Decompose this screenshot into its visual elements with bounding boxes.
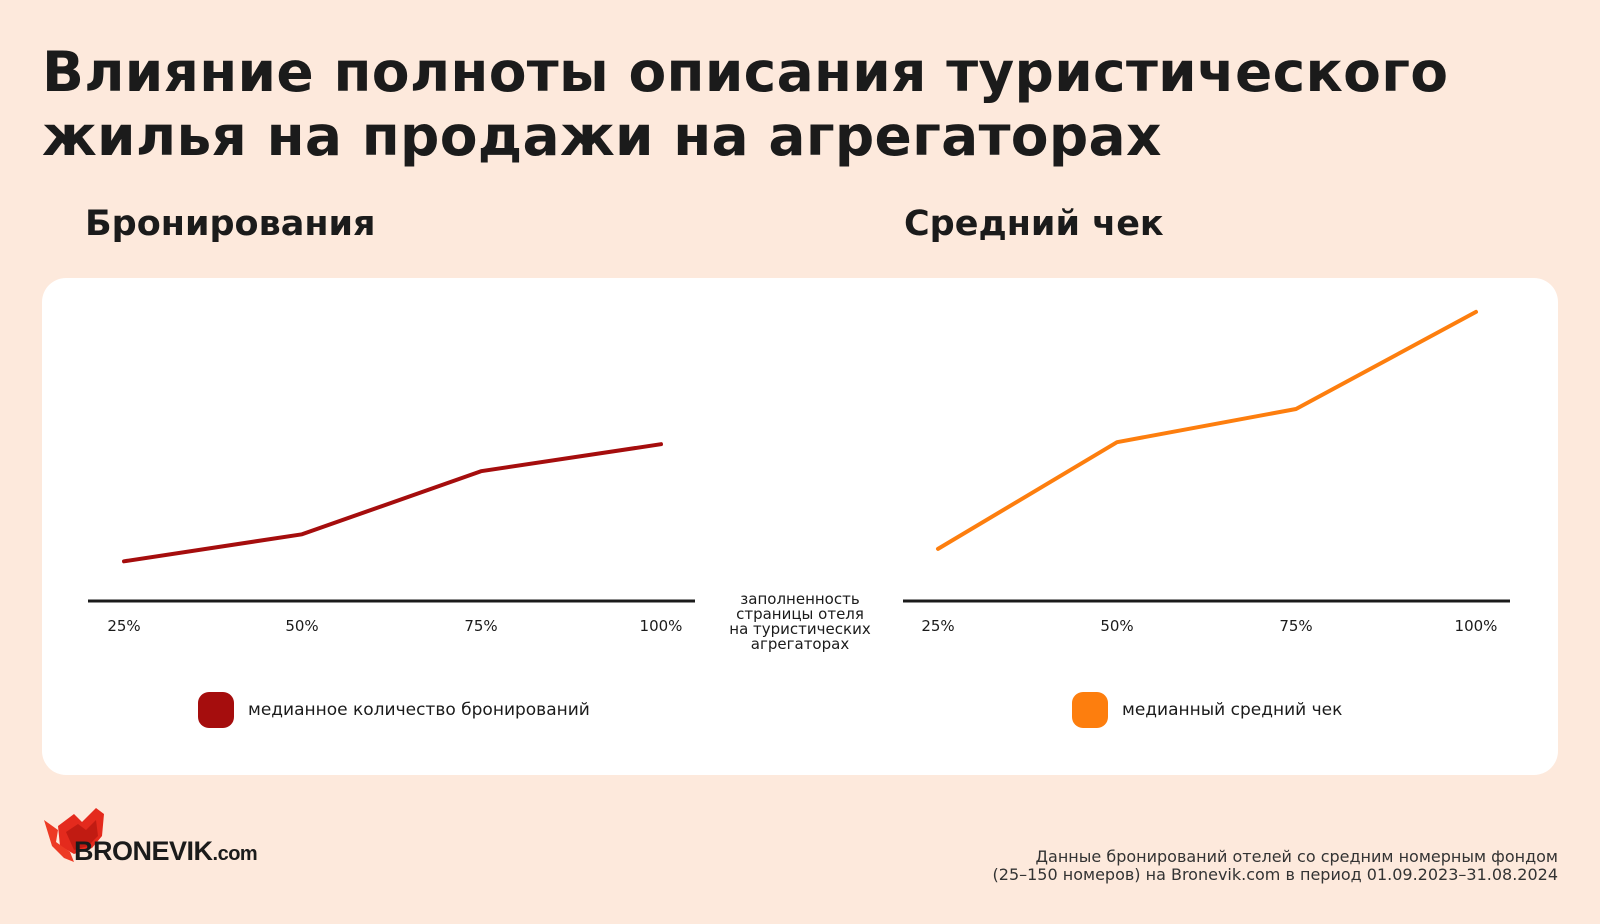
chart-title-bookings: Бронирования xyxy=(85,204,376,244)
x-tick-label-average-check: 25% xyxy=(921,617,954,635)
footnote-line: Данные бронирований отелей со средним но… xyxy=(1035,847,1558,866)
x-axis-caption-line: агрегаторах xyxy=(750,635,850,653)
page-title: Влияние полноты описания туристического … xyxy=(42,40,1522,168)
x-tick-label-bookings: 25% xyxy=(107,617,140,635)
x-tick-label-average-check: 100% xyxy=(1455,617,1498,635)
x-tick-label-bookings: 50% xyxy=(285,617,318,635)
x-tick-label-average-check: 75% xyxy=(1279,617,1312,635)
legend-average-check: медианный средний чек xyxy=(1072,692,1342,728)
logo-main-text: BRONEVIK xyxy=(74,836,213,866)
page-title-line-2: жилья на продажи на агрегаторах xyxy=(42,104,1162,168)
logo-domain-text: .com xyxy=(212,843,258,865)
x-axis-caption-line: страницы отеля xyxy=(736,605,864,623)
legend-label-average-check: медианный средний чек xyxy=(1122,700,1343,720)
footnote: Данные бронирований отелей со средним но… xyxy=(993,848,1558,884)
footnote-line: (25–150 номеров) на Bronevik.com в перио… xyxy=(992,865,1558,884)
logo-text: BRONEVIK.com xyxy=(74,836,258,867)
legend-swatch-average-check xyxy=(1072,692,1108,728)
logo-flame-icon xyxy=(44,808,104,862)
chart-card xyxy=(42,278,1558,775)
bronevik-logo: BRONEVIK.com xyxy=(44,806,264,876)
x-tick-label-average-check: 50% xyxy=(1100,617,1133,635)
x-tick-label-bookings: 100% xyxy=(640,617,683,635)
x-axis-caption-line: заполненность xyxy=(740,590,860,608)
legend-swatch-bookings xyxy=(198,692,234,728)
x-axis-caption-line: на туристических xyxy=(729,620,871,638)
x-tick-label-bookings: 75% xyxy=(464,617,497,635)
chart-title-average-check: Средний чек xyxy=(904,204,1164,244)
series-line-bookings xyxy=(122,442,663,564)
x-axis-caption: заполненность страницы отеля на туристич… xyxy=(712,592,888,652)
legend-bookings: медианное количество бронирований xyxy=(198,692,590,728)
series-line-average-check xyxy=(936,309,1478,551)
page-title-line-1: Влияние полноты описания туристического xyxy=(42,40,1449,104)
legend-label-bookings: медианное количество бронирований xyxy=(248,700,590,720)
